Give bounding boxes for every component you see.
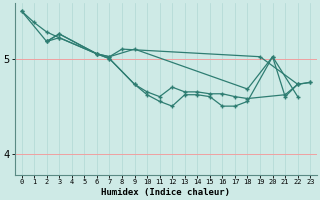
X-axis label: Humidex (Indice chaleur): Humidex (Indice chaleur): [101, 188, 230, 197]
